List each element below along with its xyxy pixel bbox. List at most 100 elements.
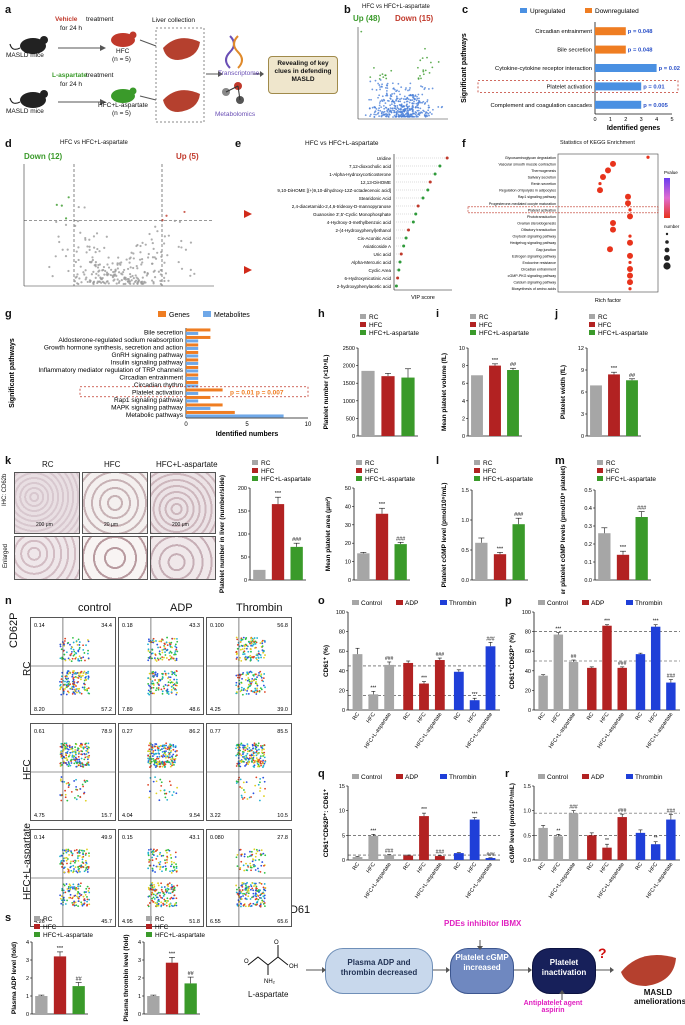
flow-event [247, 886, 249, 888]
flow-event [170, 860, 173, 863]
flow-event [246, 856, 249, 858]
flow-event [260, 675, 262, 678]
flow-event [156, 755, 159, 758]
bar-hfc [53, 956, 67, 1014]
flow-event [77, 866, 80, 869]
flow-event [80, 757, 83, 760]
quadrant-percentage: 4.04 [122, 813, 133, 819]
panel-label-r: r [505, 768, 510, 780]
bar-metabolites-9 [186, 399, 199, 403]
volcano-point [51, 275, 54, 278]
flow-event [164, 654, 167, 656]
flow-event [173, 894, 176, 897]
x-axis-label: Identified numbers [216, 431, 279, 438]
flow-event [253, 691, 256, 694]
flow-plot-hfc-thrombin: 0.77 85.5 3.22 10.5 [206, 723, 292, 821]
pathway-label: Endocrine resistance [522, 261, 556, 265]
flow-event [255, 848, 258, 851]
bar-adp-1 [419, 683, 429, 710]
flow-event [248, 671, 251, 674]
flow-event [72, 678, 75, 681]
panel-label-c: c [462, 4, 469, 16]
flow-event [262, 755, 264, 757]
flow-event [166, 689, 168, 692]
y-tick-label: 6 [462, 381, 465, 387]
significance-label: *** [379, 502, 386, 508]
flow-event [250, 796, 252, 798]
volcano-point [383, 107, 386, 110]
flow-event [59, 762, 62, 765]
flow-scatter: 0.61 78.94.75 15.7 [31, 724, 115, 820]
flow-event [84, 673, 87, 676]
metabolite-dot [433, 172, 437, 176]
flow-event [235, 658, 238, 660]
flow-event [235, 747, 237, 750]
flow-event [243, 687, 245, 690]
volcano-point [139, 251, 142, 254]
volcano-point [396, 106, 399, 109]
flow-event [159, 765, 162, 768]
volcano-point [166, 254, 169, 257]
highlight-box [477, 80, 679, 93]
flow-event [173, 866, 175, 869]
flow-event [68, 763, 71, 766]
flow-event [160, 781, 163, 784]
flow-event [249, 905, 252, 908]
volcano-point [409, 99, 412, 101]
flow-event [148, 672, 151, 675]
flow-event [148, 693, 151, 696]
flow-event [243, 855, 246, 858]
volcano-point [125, 258, 128, 261]
flow-event [166, 861, 169, 864]
flow-event [157, 761, 160, 764]
flow-plot-rc-adp: 0.18 43.3 7.89 48.6 [118, 617, 204, 715]
panel-label-a: a [5, 4, 12, 16]
flow-event [235, 891, 238, 894]
flow-event [168, 652, 171, 654]
flow-event [173, 673, 176, 676]
u-box-cgmp-text: Platelet cGMP increased [455, 953, 509, 972]
volcano-point [411, 110, 414, 113]
volcano-point [128, 280, 132, 283]
flow-event [249, 659, 252, 662]
flow-event [75, 685, 77, 687]
flow-event [64, 789, 66, 792]
flow-event [88, 746, 90, 749]
pathway-bubble [605, 167, 611, 174]
pathway-label: Estrogen signaling pathway [512, 254, 556, 258]
volcano-point [381, 86, 383, 88]
volcano-point [117, 271, 121, 274]
bar-metabolites-3 [186, 354, 199, 358]
flow-event [83, 652, 86, 654]
vehicle-label: Vehicle [55, 16, 78, 23]
flow-event [155, 640, 157, 642]
volcano-point [369, 76, 372, 79]
bar-adp-1 [419, 816, 429, 860]
flow-event [153, 848, 155, 851]
pathway-bubble [627, 252, 633, 259]
flow-event [244, 657, 246, 660]
y-tick-label: 0.0 [584, 578, 592, 584]
flow-event [250, 850, 253, 853]
flow-event [255, 680, 257, 683]
y-axis-label: CD61⁺CD62P⁺: CD61⁺ [323, 788, 330, 857]
flow-event [68, 896, 71, 899]
flow-event [77, 859, 80, 862]
legend-text-0: Control [361, 600, 383, 607]
quadrant-percentage: 4.75 [34, 813, 45, 819]
volcano-point [57, 235, 60, 238]
flow-event [256, 683, 258, 686]
flow-event [59, 680, 61, 683]
volcano-point [406, 115, 408, 118]
flow-event [68, 671, 71, 674]
flow-event [256, 658, 258, 661]
volcano-point [94, 265, 97, 268]
volcano-point [416, 95, 418, 98]
volcano-point [371, 88, 374, 91]
flow-event [67, 885, 70, 888]
flow-event [245, 658, 248, 661]
volcano-point [422, 100, 425, 103]
legend-swatch-0 [34, 916, 40, 921]
flow-event [241, 796, 243, 799]
